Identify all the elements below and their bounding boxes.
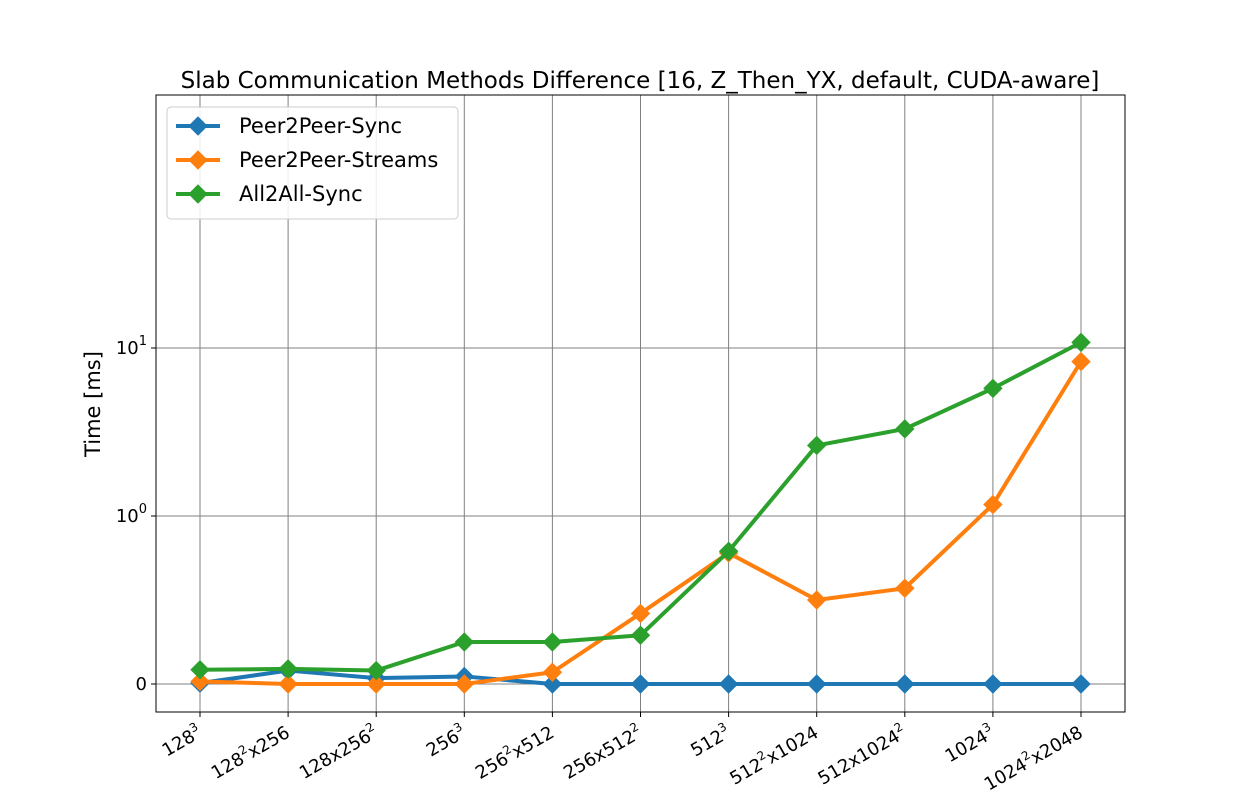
series-all2all-sync <box>190 332 1091 681</box>
y-tick-label-base: 10 <box>116 506 139 527</box>
data-point <box>1071 332 1091 353</box>
data-point <box>718 674 739 694</box>
data-point <box>630 625 651 645</box>
data-point <box>806 590 827 610</box>
data-point <box>366 660 386 681</box>
data-point <box>806 674 827 694</box>
y-tick-label-superscript: 0 <box>139 502 147 517</box>
data-point <box>278 674 298 694</box>
y-tick-label-base: 10 <box>116 338 139 359</box>
data-point <box>1071 351 1091 372</box>
data-point <box>542 632 563 652</box>
legend-item: All2All-Sync <box>176 182 363 206</box>
data-point <box>983 674 1003 694</box>
legend-label: Peer2Peer-Streams <box>239 148 438 172</box>
y-tick-label-superscript: 1 <box>139 334 147 349</box>
legend-label: Peer2Peer-Sync <box>239 114 402 138</box>
data-point <box>542 662 563 682</box>
y-tick-label: 0 <box>136 674 147 695</box>
legend-marker <box>188 116 208 136</box>
data-point <box>366 674 386 694</box>
y-tick-label-base: 0 <box>136 674 147 695</box>
data-point <box>190 671 210 692</box>
data-point <box>895 674 915 694</box>
legend-item: Peer2Peer-Streams <box>176 148 438 172</box>
data-point <box>542 674 563 694</box>
series-peer2peer-streams <box>190 351 1091 694</box>
data-point <box>630 603 651 624</box>
y-axis-label: Time [ms] <box>81 351 105 458</box>
data-point <box>1071 674 1091 694</box>
data-point <box>630 674 651 694</box>
chart-title: Slab Communication Methods Difference [1… <box>181 68 1100 94</box>
data-point <box>806 435 827 456</box>
data-point <box>454 632 475 652</box>
data-point <box>895 578 915 598</box>
legend-box <box>166 106 459 220</box>
legend-item: Peer2Peer-Sync <box>176 114 402 138</box>
series-lines <box>190 332 1091 694</box>
legend: Peer2Peer-Sync Peer2Peer-Streams All2All-S… <box>166 106 459 220</box>
data-point <box>278 659 298 679</box>
data-point <box>718 541 739 561</box>
y-tick-label: 101 <box>116 334 147 359</box>
data-point <box>454 674 475 694</box>
data-point <box>190 660 210 680</box>
data-point <box>895 419 915 439</box>
legend-marker <box>188 150 208 170</box>
legend-marker <box>188 184 208 204</box>
y-tick-label: 100 <box>116 502 147 527</box>
data-point <box>983 378 1003 399</box>
legend-label: All2All-Sync <box>239 182 363 206</box>
data-point <box>983 494 1003 515</box>
